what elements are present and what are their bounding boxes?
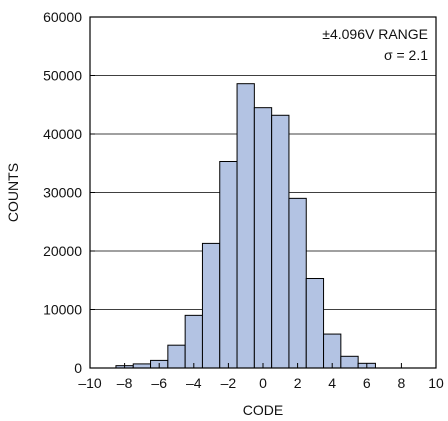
y-tick-label: 20000 xyxy=(43,243,82,259)
x-tick-label: 2 xyxy=(294,375,302,391)
annotation-range: ±4.096V RANGE xyxy=(322,26,428,42)
bar-code--4 xyxy=(184,314,203,369)
bar-code--2 xyxy=(219,160,238,369)
x-tick-label: –6 xyxy=(151,375,167,391)
y-tick-label: 60000 xyxy=(43,9,82,25)
annotation-sigma: σ = 2.1 xyxy=(384,47,428,63)
histogram-bars xyxy=(115,83,376,369)
x-tick-label: 10 xyxy=(428,375,444,391)
bar-code--5 xyxy=(167,344,186,369)
y-tick-label: 10000 xyxy=(43,302,82,318)
x-tick-label: 6 xyxy=(363,375,371,391)
bar-code--3 xyxy=(201,242,221,369)
bar-code-1 xyxy=(271,114,290,369)
bar-code-4 xyxy=(323,333,342,369)
bar-code--7 xyxy=(132,363,152,369)
bar-code-0 xyxy=(253,107,273,369)
bar-code-3 xyxy=(305,277,325,369)
x-tick-label: –2 xyxy=(221,375,237,391)
x-tick-label: 8 xyxy=(398,375,406,391)
x-tick-label: 4 xyxy=(328,375,336,391)
x-tick-label: –10 xyxy=(78,375,102,391)
bar-code-5 xyxy=(340,355,359,369)
bar-code-2 xyxy=(288,197,307,369)
y-axis-label: COUNTS xyxy=(5,163,21,222)
x-tick-label: 0 xyxy=(259,375,267,391)
x-tick-label: –4 xyxy=(186,375,202,391)
bar-code--1 xyxy=(236,83,255,369)
x-axis-label: CODE xyxy=(243,402,283,418)
y-tick-label: 40000 xyxy=(43,126,82,142)
x-axis-ticks: –10 –8 –6 –4 –2 0 2 4 6 8 10 xyxy=(78,363,444,391)
y-axis-ticks: 0 10000 20000 30000 40000 50000 60000 xyxy=(43,9,95,376)
x-tick-label: –8 xyxy=(117,375,133,391)
y-tick-label: 30000 xyxy=(43,185,82,201)
y-tick-label: 50000 xyxy=(43,68,82,84)
y-tick-label: 0 xyxy=(74,360,82,376)
